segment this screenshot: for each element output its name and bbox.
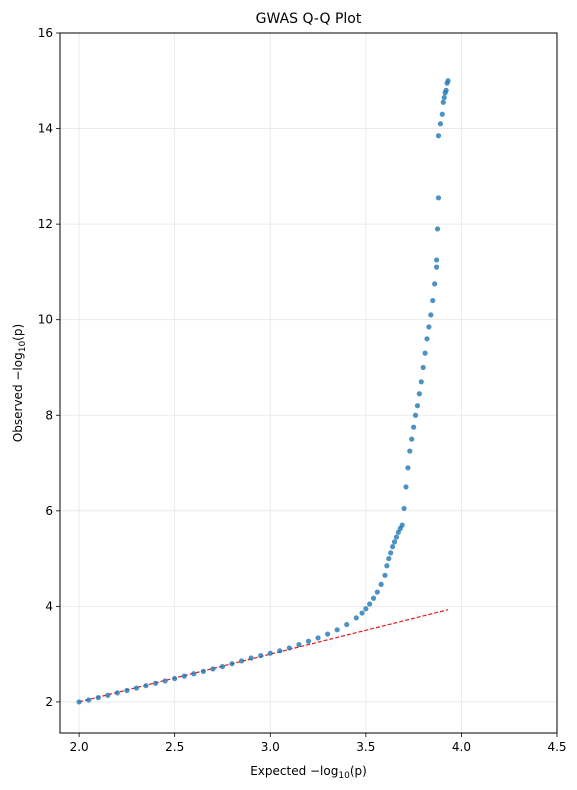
data-point xyxy=(391,539,398,545)
data-points xyxy=(76,78,451,705)
data-point xyxy=(440,99,446,105)
data-point xyxy=(363,606,369,612)
data-point xyxy=(370,595,377,601)
data-point xyxy=(367,601,373,607)
data-point xyxy=(95,695,101,701)
reference-line-group xyxy=(78,609,449,703)
data-point xyxy=(433,257,440,263)
data-point xyxy=(258,652,264,659)
x-tick-label: 2.5 xyxy=(165,740,184,754)
data-point xyxy=(443,87,449,93)
data-point xyxy=(386,555,392,562)
data-point xyxy=(296,642,302,648)
data-point xyxy=(219,663,226,670)
data-point xyxy=(435,133,442,139)
data-point xyxy=(277,648,283,654)
data-point xyxy=(430,297,436,304)
data-point xyxy=(439,111,445,117)
data-point xyxy=(399,522,405,528)
data-point xyxy=(248,655,254,661)
data-point xyxy=(191,671,197,677)
data-point xyxy=(428,312,434,318)
data-point xyxy=(435,195,442,201)
data-point xyxy=(162,678,168,684)
data-point xyxy=(152,680,159,686)
data-point xyxy=(445,78,451,84)
data-point xyxy=(353,615,359,621)
data-point xyxy=(434,226,441,232)
x-axis-label: Expected −log10(p) xyxy=(250,764,367,781)
data-point xyxy=(374,589,380,595)
data-point xyxy=(418,379,424,385)
data-point xyxy=(143,683,149,689)
data-point xyxy=(359,610,365,616)
data-point xyxy=(403,484,409,490)
data-point xyxy=(200,668,206,674)
y-tick-label: 12 xyxy=(38,217,53,231)
data-point xyxy=(405,465,411,471)
data-point xyxy=(414,403,421,409)
y-tick-label: 16 xyxy=(38,26,53,40)
x-tick-label: 4.0 xyxy=(452,740,471,754)
y-tick-label: 8 xyxy=(45,408,53,422)
data-point xyxy=(432,281,438,287)
data-point xyxy=(393,534,400,540)
data-point xyxy=(420,364,426,371)
data-point xyxy=(412,412,419,418)
data-point xyxy=(390,544,396,550)
data-point xyxy=(426,324,432,330)
data-point xyxy=(286,645,292,651)
data-point xyxy=(325,631,331,637)
data-point xyxy=(105,692,111,698)
data-point xyxy=(422,350,428,356)
data-point xyxy=(409,436,415,442)
data-point xyxy=(401,505,407,512)
x-axis-ticks: 2.0 2.5 3.0 3.5 4.0 4.5 xyxy=(70,733,567,754)
chart-title: GWAS Q-Q Plot xyxy=(256,11,362,27)
data-point xyxy=(124,687,130,694)
data-point xyxy=(433,264,440,270)
data-point xyxy=(133,685,140,691)
data-point xyxy=(407,448,413,454)
y-tick-label: 4 xyxy=(45,599,53,613)
data-point xyxy=(382,572,388,578)
y-axis-ticks: 2 4 6 8 10 12 14 16 xyxy=(38,26,60,709)
data-point xyxy=(411,424,417,430)
data-point xyxy=(437,121,443,127)
data-point xyxy=(86,697,92,703)
y-tick-label: 14 xyxy=(38,122,53,136)
data-point xyxy=(384,563,390,569)
data-point xyxy=(416,391,422,397)
data-point xyxy=(334,627,340,633)
data-point xyxy=(114,690,120,696)
data-point xyxy=(172,675,178,682)
data-point xyxy=(315,635,321,641)
x-tick-label: 2.0 xyxy=(70,740,89,754)
x-tick-label: 3.5 xyxy=(356,740,375,754)
data-point xyxy=(210,666,216,672)
y-tick-label: 10 xyxy=(38,313,53,327)
data-point xyxy=(76,699,82,705)
data-point xyxy=(388,550,394,556)
data-point xyxy=(378,581,384,587)
data-point xyxy=(424,336,430,342)
data-point xyxy=(238,658,245,664)
y-axis-label: Observed −log10(p) xyxy=(11,324,28,442)
plot-area-frame xyxy=(59,32,558,734)
x-tick-label: 3.0 xyxy=(261,740,280,754)
x-tick-label: 4.5 xyxy=(547,740,566,754)
data-point xyxy=(229,661,235,667)
y-tick-label: 6 xyxy=(45,504,53,518)
y-tick-label: 2 xyxy=(45,695,53,709)
data-point xyxy=(267,650,273,656)
reference-line xyxy=(78,609,449,703)
data-point xyxy=(305,638,312,644)
data-point xyxy=(181,673,187,679)
data-point xyxy=(344,621,350,628)
data-point xyxy=(441,94,447,101)
